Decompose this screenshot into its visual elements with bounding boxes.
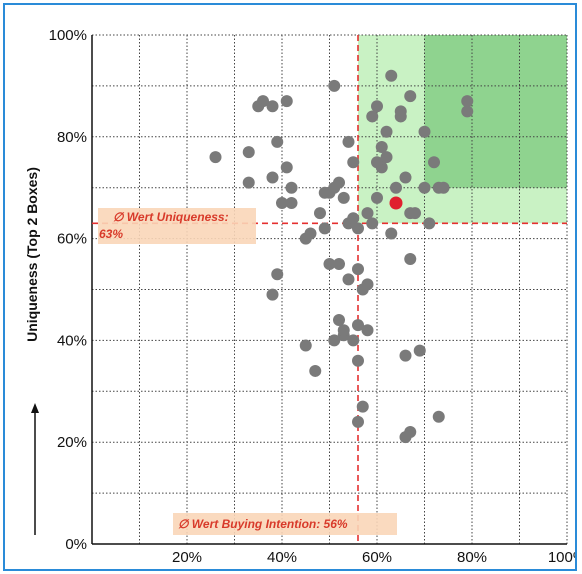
y-axis-label: Uniqueness (Top 2 Boxes) — [24, 167, 40, 342]
data-point — [209, 151, 222, 164]
data-point — [333, 258, 345, 271]
y-tick-label: 20% — [57, 434, 87, 451]
x-tick-label: 100% — [548, 549, 575, 566]
data-point — [380, 151, 393, 164]
data-point — [285, 196, 298, 209]
data-point — [266, 288, 279, 301]
data-point — [337, 191, 350, 204]
y-tick-label: 80% — [57, 129, 87, 146]
annotation-buying-label: ∅ Wert Buying Intention: 56% — [178, 517, 348, 531]
data-point — [375, 140, 388, 153]
data-point — [276, 196, 288, 209]
data-point — [342, 135, 355, 148]
data-point — [314, 207, 326, 220]
data-point — [366, 110, 379, 123]
data-point — [352, 319, 364, 332]
annotation-box-uniqueness — [98, 208, 256, 244]
data-point — [342, 273, 355, 286]
data-point — [242, 176, 255, 189]
data-point — [380, 125, 393, 138]
data-point — [366, 217, 379, 230]
data-point — [318, 222, 331, 235]
data-point — [361, 324, 374, 337]
data-point — [356, 400, 369, 413]
data-point — [347, 334, 360, 347]
y-tick-label: 40% — [57, 332, 87, 349]
scatter-chart: 0% 20% 40% 60% 80% 100% 20% 40% 60% 80% 100% Unique… — [24, 27, 575, 566]
data-point — [390, 181, 402, 194]
x-tick-label: 40% — [267, 549, 297, 566]
annotation-uniqueness-label: ∅ Wert Uniqueness: — [113, 210, 229, 224]
data-point — [404, 426, 417, 439]
data-point — [404, 90, 417, 103]
data-point — [266, 171, 279, 184]
zone-1 — [424, 35, 567, 188]
data-point — [242, 146, 255, 159]
data-point — [299, 339, 312, 352]
data-point — [309, 364, 322, 377]
highlight-point — [389, 196, 403, 210]
data-point — [304, 227, 317, 240]
data-point — [280, 95, 293, 108]
data-point — [361, 207, 374, 220]
data-point — [461, 105, 474, 118]
data-point — [266, 100, 279, 113]
data-point — [385, 227, 398, 240]
data-point — [352, 222, 364, 235]
data-point — [437, 181, 450, 194]
data-point — [280, 161, 293, 174]
data-point — [271, 135, 284, 148]
data-point — [347, 212, 360, 225]
data-point — [323, 258, 336, 271]
data-point — [328, 334, 341, 347]
data-point — [371, 100, 383, 113]
annotation-box-buying — [173, 513, 397, 535]
data-point — [404, 252, 417, 265]
x-tick-label: 20% — [172, 549, 202, 566]
data-point — [385, 69, 398, 82]
data-point — [394, 105, 407, 118]
data-point — [352, 354, 364, 367]
x-tick-label: 80% — [457, 549, 487, 566]
data-point — [418, 181, 431, 194]
data-point — [371, 156, 383, 169]
data-point — [432, 410, 445, 423]
data-point — [399, 349, 412, 362]
data-point — [271, 268, 284, 281]
data-point — [333, 314, 345, 327]
data-point — [428, 156, 440, 169]
data-point — [285, 181, 298, 194]
data-point — [413, 344, 426, 357]
annotation-uniqueness-value: 63% — [99, 227, 123, 241]
data-point — [257, 95, 269, 108]
data-point — [347, 156, 360, 169]
chart-frame: 0% 20% 40% 60% 80% 100% 20% 40% 60% 80% 100% Unique… — [3, 3, 577, 571]
data-point — [371, 191, 383, 204]
data-point — [352, 415, 364, 428]
y-axis-arrow-head — [31, 403, 39, 413]
x-tick-label: 60% — [362, 549, 392, 566]
data-point — [337, 324, 350, 337]
data-point — [352, 263, 364, 276]
data-point — [409, 207, 421, 220]
data-point — [418, 125, 431, 138]
data-point — [328, 79, 341, 92]
data-point — [333, 176, 345, 189]
data-point — [461, 95, 474, 108]
data-point — [399, 171, 412, 184]
y-tick-label: 60% — [57, 231, 87, 248]
data-point — [423, 217, 436, 230]
data-point — [361, 278, 374, 291]
y-tick-label: 0% — [65, 536, 87, 553]
y-tick-label: 100% — [49, 27, 87, 44]
